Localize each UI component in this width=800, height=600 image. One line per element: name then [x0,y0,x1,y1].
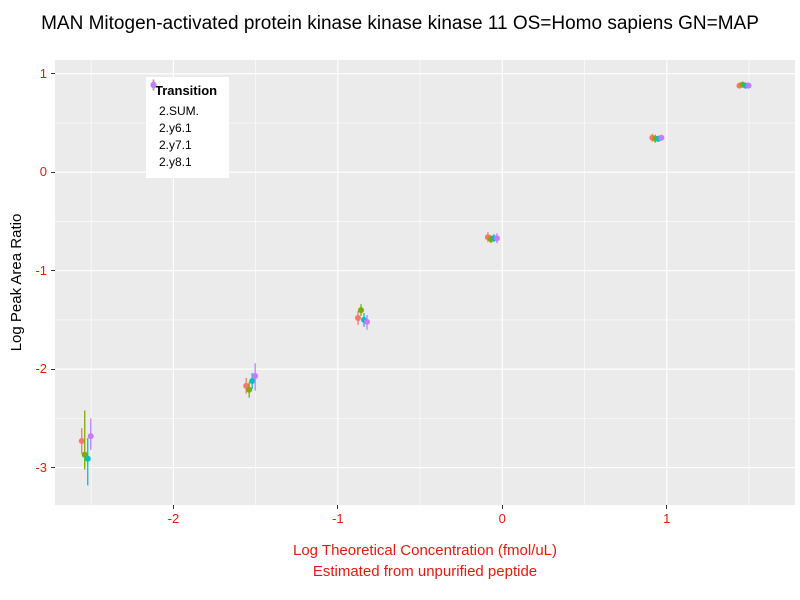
legend-item: 2.y8.1 [150,79,217,170]
plot-panel: Transition 2.SUM. 2.y6.1 2.y7.1 2.y8.1 [55,60,795,505]
x-tick-label: 0 [498,511,506,526]
legend: Transition 2.SUM. 2.y6.1 2.y7.1 2.y8.1 [146,77,230,178]
y-tick-mark [51,171,55,173]
data-point [658,134,665,141]
y-tick-mark [51,368,55,370]
x-tick-label: 1 [663,511,671,526]
y-tick-label: -3 [35,459,47,475]
data-point [78,438,85,445]
data-point [364,318,371,325]
data-point [249,377,256,384]
data-point [246,386,253,393]
y-tick-mark [51,73,55,75]
data-point [358,307,365,314]
x-tick-mark [172,505,174,509]
x-tick-mark [666,505,668,509]
legend-item-label: 2.SUM. [159,103,200,118]
x-tick-mark [501,505,503,509]
y-tick-mark [51,467,55,469]
y-tick-label: -2 [35,361,47,377]
y-tick-label: -1 [35,262,47,278]
legend-item: 2.SUM. [150,79,217,119]
data-point [355,314,362,321]
x-axis-label-line1: Log Theoretical Concentration (fmol/uL) [292,542,558,559]
y-tick-label: 1 [39,65,47,81]
x-tick-mark [337,505,339,509]
x-tick-label: -2 [167,511,180,526]
legend-key-icon [150,79,157,91]
y-tick-label: 0 [39,164,47,180]
legend-item: 2.y7.1 [150,79,217,153]
data-point [84,455,91,462]
legend-item-label: 2.y8.1 [159,154,192,169]
y-tick-mark [51,270,55,272]
y-axis-label: Log Peak Area Ratio [8,213,25,352]
x-tick-label: -1 [332,511,344,526]
legend-title: Transition [155,83,218,98]
legend-item-label: 2.y7.1 [159,137,192,152]
chart-title: MAN Mitogen-activated protein kinase kin… [41,13,759,34]
legend-items: 2.SUM. 2.y6.1 2.y7.1 2.y8.1 [150,79,217,170]
legend-item-label: 2.y6.1 [159,120,192,135]
data-point [745,82,752,89]
x-axis-label-line2: Estimated from unpurified peptide [312,563,538,580]
legend-item: 2.y6.1 [150,79,217,136]
data-point [87,433,94,440]
x-axis-label: Log Theoretical Concentration (fmol/uL) … [55,540,795,582]
data-point [252,373,259,380]
data-point [493,235,500,242]
